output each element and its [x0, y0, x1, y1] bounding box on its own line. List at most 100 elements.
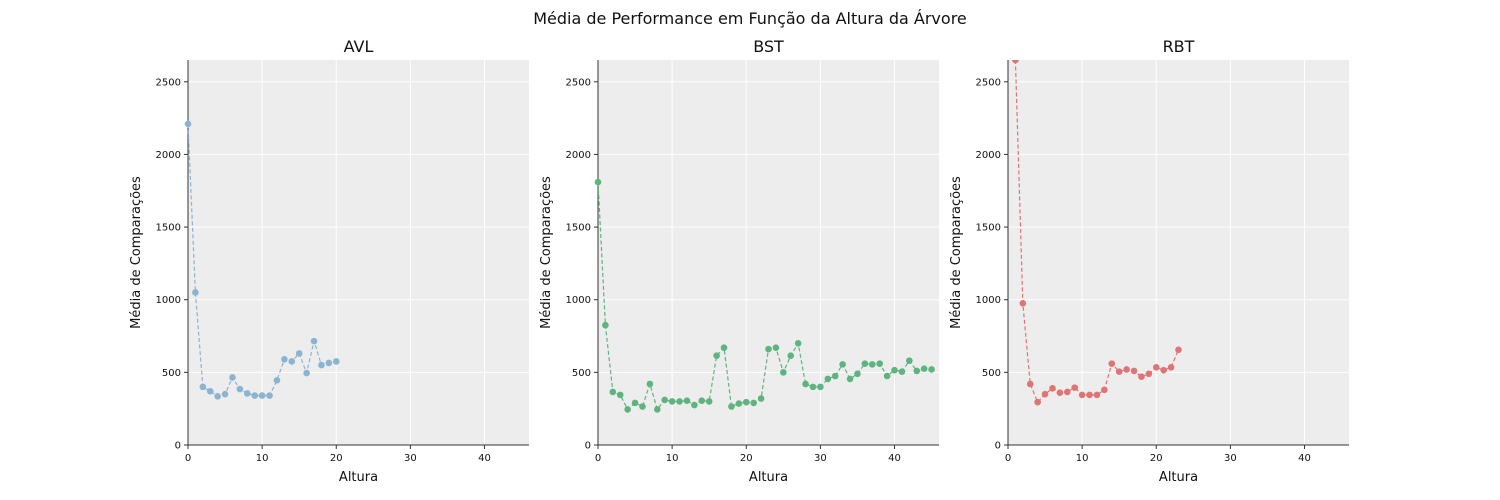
data-point	[1138, 373, 1145, 381]
y-tick-label: 2000	[156, 150, 181, 161]
data-point	[705, 398, 713, 405]
data-point	[639, 403, 646, 410]
data-point	[221, 390, 229, 398]
x-tick-label: 40	[888, 453, 901, 464]
data-point	[728, 403, 735, 410]
series-group	[594, 178, 935, 413]
x-tick-label: 30	[404, 453, 417, 464]
x-tick-label: 40	[1298, 453, 1311, 464]
data-point	[891, 366, 898, 374]
x-tick-label: 20	[740, 453, 753, 464]
data-point	[1152, 363, 1160, 371]
data-point	[1026, 380, 1034, 388]
x-tick-label: 0	[595, 453, 601, 464]
data-point	[928, 366, 935, 373]
data-point	[750, 399, 757, 407]
data-point	[906, 357, 913, 365]
y-axis-label: Média de Comparações	[949, 176, 964, 329]
data-point	[184, 120, 192, 128]
data-point	[616, 391, 624, 399]
data-point	[244, 390, 251, 397]
y-axis-label: Média de Comparações	[539, 176, 554, 329]
data-point	[1175, 346, 1182, 354]
data-point	[325, 359, 333, 367]
x-tick-label: 40	[478, 453, 491, 464]
plot-area	[598, 60, 939, 445]
x-tick-label: 20	[330, 453, 343, 464]
data-point	[787, 352, 795, 359]
y-tick-label: 1500	[156, 223, 181, 234]
data-point	[668, 398, 676, 405]
data-point	[1167, 363, 1175, 371]
y-tick-label: 1000	[156, 295, 181, 306]
data-point	[876, 360, 883, 367]
data-point	[920, 365, 928, 373]
data-point	[772, 344, 780, 351]
y-tick-label: 500	[162, 368, 181, 379]
data-point	[698, 397, 706, 404]
data-point	[868, 361, 876, 368]
data-point	[765, 345, 772, 353]
data-point	[318, 361, 325, 369]
y-tick-label: 0	[175, 441, 181, 452]
x-tick-label: 30	[1224, 453, 1237, 464]
data-point	[310, 337, 318, 345]
x-tick-label: 10	[666, 453, 679, 464]
chart-bst: 0 500 1000 1500 2000 2500 0 10 20 30 40 BST Altura Mé…	[539, 37, 939, 485]
y-tick-label: 0	[995, 441, 1001, 452]
data-point	[757, 395, 765, 402]
data-point	[258, 392, 266, 399]
data-point	[861, 360, 869, 367]
data-point	[192, 289, 199, 296]
data-point	[1041, 390, 1049, 398]
data-point	[236, 385, 244, 393]
figure-title: Média de Performance em Função da Altura…	[533, 9, 967, 28]
data-point	[1034, 398, 1041, 406]
data-point	[631, 399, 639, 407]
data-point	[1115, 368, 1123, 375]
y-axis-label: Média de Comparações	[129, 176, 144, 329]
data-point	[661, 396, 669, 404]
data-point	[214, 393, 221, 400]
data-point	[1086, 391, 1093, 399]
data-point	[898, 368, 906, 375]
data-point	[1049, 385, 1056, 392]
data-point	[1160, 366, 1167, 374]
chart-avl: 0 500 1000 1500 2000 2500 0 10 20 30 40 AVL Altura Mé…	[129, 37, 529, 485]
data-point	[1078, 391, 1086, 399]
data-point	[1101, 386, 1108, 394]
data-point	[720, 344, 728, 351]
x-tick-label: 10	[1076, 453, 1089, 464]
y-tick-label: 2000	[566, 150, 591, 161]
data-point	[1093, 391, 1101, 399]
y-tick-label: 1000	[976, 295, 1001, 306]
data-point	[683, 397, 691, 404]
data-point	[713, 352, 720, 359]
x-tick-label: 0	[1005, 453, 1011, 464]
data-point	[817, 383, 824, 391]
data-point	[206, 387, 214, 395]
chart-rbt: 0 500 1000 1500 2000 2500 0 10 20 30 40 RBT Altura Mé…	[949, 37, 1349, 485]
data-point	[199, 383, 207, 391]
y-tick-label: 2500	[156, 77, 181, 88]
y-tick-label: 500	[982, 368, 1001, 379]
data-point	[839, 361, 846, 368]
x-axis-label: Altura	[1159, 470, 1198, 485]
data-point	[251, 392, 259, 399]
x-axis-label: Altura	[339, 470, 378, 485]
data-point	[295, 350, 303, 357]
data-point	[266, 392, 273, 399]
plot-area	[188, 60, 529, 445]
y-tick-label: 1000	[566, 295, 591, 306]
series-group	[184, 120, 340, 400]
y-tick-label: 0	[585, 441, 591, 452]
data-point	[281, 355, 288, 363]
data-point	[1064, 388, 1071, 396]
data-point	[609, 388, 617, 396]
data-point	[676, 398, 683, 405]
data-point	[846, 375, 854, 383]
y-tick-label: 2500	[566, 77, 591, 88]
data-point	[594, 178, 602, 186]
data-point	[229, 374, 236, 381]
